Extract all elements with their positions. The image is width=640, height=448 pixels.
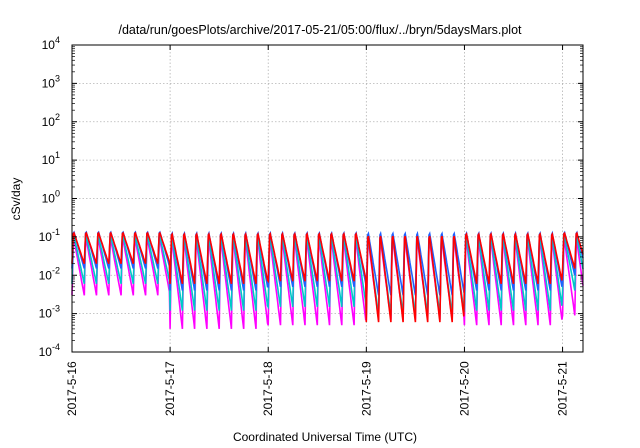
y-tick-label: 10-1 — [39, 227, 60, 244]
x-tick-label: 2017-5-18 — [261, 361, 275, 416]
y-tick-label: 101 — [42, 150, 60, 167]
x-tick-label: 2017-5-20 — [457, 361, 471, 416]
chart-title: /data/run/goesPlots/archive/2017-05-21/0… — [118, 23, 522, 37]
y-tick-label: 10-2 — [39, 265, 60, 282]
y-axis-label: cSv/day — [9, 178, 23, 221]
y-tick-label: 10-3 — [39, 304, 60, 321]
y-tick-label: 100 — [42, 189, 60, 206]
x-tick-label: 2017-5-17 — [163, 361, 177, 416]
x-tick-label: 2017-5-21 — [556, 361, 570, 416]
y-tick-label: 103 — [42, 73, 60, 90]
y-tick-label: 104 — [42, 35, 60, 52]
x-tick-label: 2017-5-16 — [65, 361, 79, 416]
y-tick-label: 10-4 — [39, 342, 60, 359]
x-tick-label: 2017-5-19 — [359, 361, 373, 416]
series-line — [71, 230, 584, 296]
series-line — [71, 234, 584, 316]
x-axis-label: Coordinated Universal Time (UTC) — [233, 430, 417, 444]
series-line — [71, 237, 584, 329]
y-tick-label: 102 — [42, 112, 60, 129]
series-layer — [71, 230, 584, 329]
x-axis: 2017-5-16 2017-5-17 2017-5-18 2017-5-19 2017… — [65, 45, 570, 416]
series-line — [71, 231, 584, 323]
